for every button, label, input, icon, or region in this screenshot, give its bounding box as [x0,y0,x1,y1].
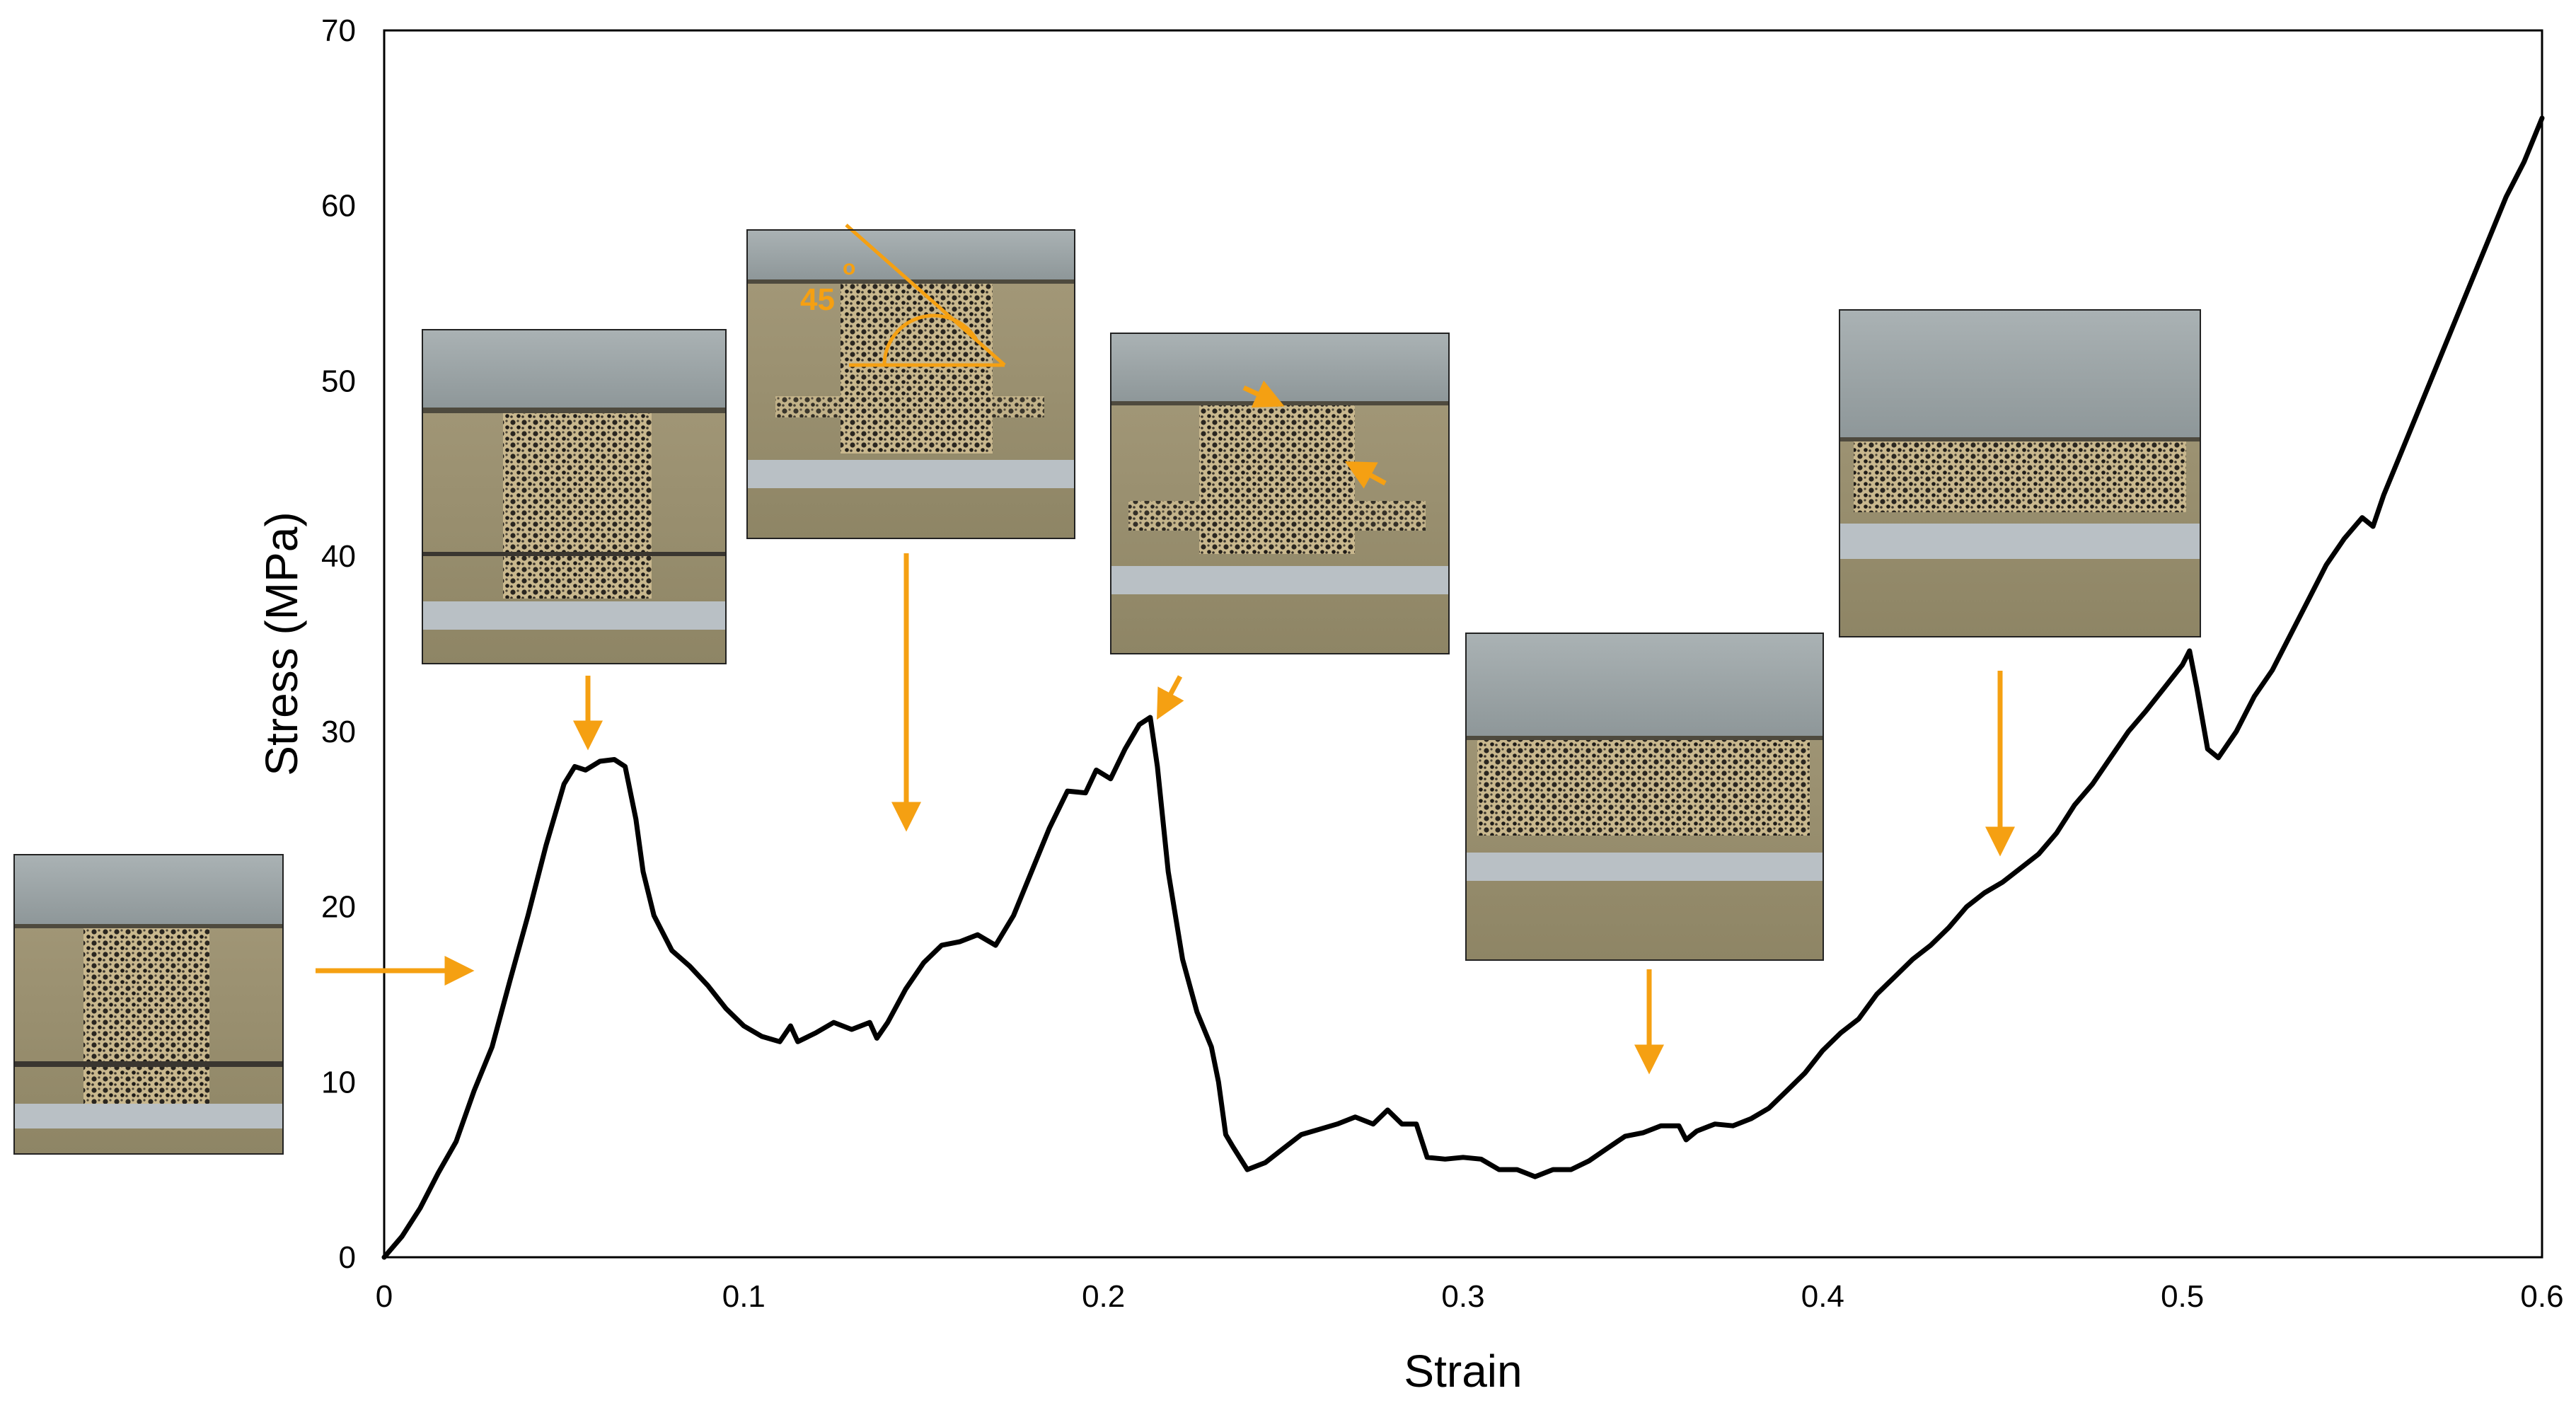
y-axis-ticks: 0 10 20 30 40 50 60 70 [321,13,356,1275]
photo-inset-shear-band: 45 o [746,224,1075,539]
stress-strain-curve [381,115,2545,1260]
arrow-to-second-peak [1157,675,1184,720]
x-tick-label: 0.4 [1801,1279,1844,1314]
photo-inset-intact [13,854,284,1155]
degree-mark: o [843,256,855,279]
x-tick-label: 0.1 [722,1279,766,1314]
x-tick-label: 0.3 [1441,1279,1484,1314]
angle-label: 45 [800,282,835,317]
y-tick-label: 10 [321,1065,356,1099]
photo-inset-second-peak [1110,333,1450,654]
x-tick-label: 0.6 [2520,1279,2563,1314]
shear-angle-line [845,224,1006,366]
crack-arrow-upper [1242,380,1285,408]
x-tick-label: 0.5 [2161,1279,2204,1314]
x-tick-label: 0.2 [1082,1279,1125,1314]
photo-inset-first-peak [422,329,727,664]
y-tick-label: 0 [339,1240,356,1275]
y-tick-label: 30 [321,715,356,749]
y-axis-title: Stress (MPa) [256,512,307,775]
y-tick-label: 20 [321,890,356,925]
x-axis-title: Strain [1404,1346,1522,1397]
angle-arc [882,313,978,366]
y-tick-label: 40 [321,539,356,574]
pointer-arrows [316,553,2015,1075]
y-tick-label: 60 [321,189,356,224]
y-tick-label: 50 [321,364,356,398]
y-tick-label: 70 [321,13,356,48]
photo-inset-densification [1839,309,2201,637]
series-layer [381,115,2545,1260]
plot-area-frame [383,29,2543,1259]
crack-arrow-lower [1344,461,1387,489]
x-tick-label: 0 [376,1279,393,1314]
photo-inset-plateau [1465,633,1824,961]
x-axis-ticks: 0 0.1 0.2 0.3 0.4 0.5 0.6 [376,1279,2564,1314]
